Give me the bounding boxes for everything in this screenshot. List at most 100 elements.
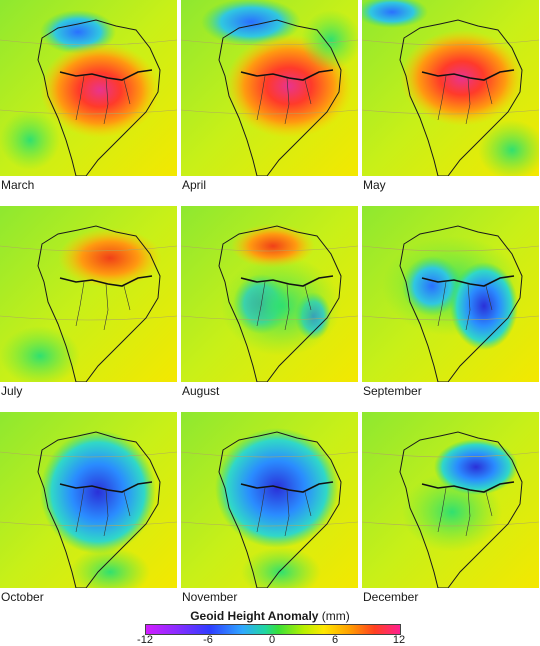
graticule-line bbox=[362, 245, 539, 252]
graticule-line bbox=[0, 245, 177, 252]
south-america-outline bbox=[399, 225, 523, 382]
graticule-line bbox=[181, 39, 358, 46]
river-tributary bbox=[123, 491, 131, 517]
anomaly-region bbox=[70, 547, 150, 588]
river-tributary bbox=[485, 491, 493, 517]
map-panel: July bbox=[0, 206, 177, 402]
river-tributary bbox=[256, 75, 266, 121]
graticule-line bbox=[0, 315, 177, 321]
geoid-anomaly-map bbox=[181, 412, 358, 588]
anomaly-region bbox=[201, 0, 301, 46]
anomaly-region bbox=[40, 430, 156, 554]
anomaly-region bbox=[434, 439, 518, 495]
river-tributary bbox=[256, 487, 266, 533]
river-tributary bbox=[304, 79, 312, 105]
map-month-label: October bbox=[1, 590, 44, 604]
south-america-outline bbox=[37, 225, 161, 382]
map-panel: May bbox=[362, 0, 539, 196]
map-month-label: September bbox=[363, 384, 422, 398]
map-month-label: May bbox=[363, 178, 386, 192]
river-tributary bbox=[284, 283, 290, 331]
river-tributary bbox=[103, 283, 109, 331]
amazon-river bbox=[59, 69, 153, 81]
legend-title-text: Geoid Height Anomaly bbox=[190, 609, 319, 623]
graticule-line bbox=[181, 451, 358, 458]
legend-tick-neg6: -6 bbox=[203, 634, 213, 646]
graticule-line bbox=[362, 521, 539, 527]
south-america-outline bbox=[399, 19, 523, 176]
legend-title: Geoid Height Anomaly (mm) bbox=[130, 609, 410, 623]
anomaly-region bbox=[400, 30, 524, 126]
river-tributary bbox=[123, 79, 131, 105]
map-panel: December bbox=[362, 412, 539, 608]
graticule-line bbox=[181, 521, 358, 527]
anomaly-region bbox=[301, 10, 358, 70]
river-tributary bbox=[284, 489, 290, 537]
amazon-river bbox=[240, 69, 334, 81]
geoid-anomaly-map bbox=[181, 0, 358, 176]
amazon-river bbox=[59, 481, 153, 493]
legend-tick-max: 12 bbox=[392, 634, 406, 646]
geoid-anomaly-map bbox=[0, 0, 177, 176]
map-panel: September bbox=[362, 206, 539, 402]
map-panel: October bbox=[0, 412, 177, 608]
river-tributary bbox=[437, 281, 447, 327]
south-america-outline bbox=[37, 431, 161, 588]
graticule-line bbox=[181, 109, 358, 115]
river-tributary bbox=[465, 77, 471, 125]
legend-tick-pos6: 6 bbox=[331, 634, 339, 646]
geoid-anomaly-map bbox=[0, 412, 177, 588]
map-panel: March bbox=[0, 0, 177, 196]
amazon-river bbox=[240, 275, 334, 287]
geoid-anomaly-map bbox=[181, 206, 358, 382]
river-tributary bbox=[75, 487, 85, 533]
geoid-anomaly-map bbox=[362, 206, 539, 382]
legend-tick-min: -12 bbox=[137, 634, 153, 646]
legend-tick-zero: 0 bbox=[268, 634, 276, 646]
graticule-line bbox=[181, 245, 358, 252]
river-tributary bbox=[103, 77, 109, 125]
anomaly-region bbox=[0, 110, 60, 170]
amazon-river bbox=[240, 481, 334, 493]
graticule-line bbox=[362, 109, 539, 115]
anomaly-region bbox=[215, 428, 339, 548]
anomaly-region bbox=[450, 262, 518, 350]
anomaly-region bbox=[241, 547, 321, 588]
river-tributary bbox=[465, 489, 471, 537]
anomaly-region bbox=[58, 228, 162, 288]
anomaly-region bbox=[0, 326, 80, 382]
amazon-river bbox=[59, 275, 153, 287]
anomaly-region bbox=[402, 256, 462, 316]
river-tributary bbox=[256, 281, 266, 327]
south-america-outline bbox=[218, 431, 342, 588]
graticule-line bbox=[0, 109, 177, 115]
geoid-anomaly-map bbox=[0, 206, 177, 382]
amazon-river bbox=[421, 275, 515, 287]
graticule-line bbox=[362, 39, 539, 46]
map-month-label: July bbox=[1, 384, 23, 398]
anomaly-region bbox=[362, 0, 428, 28]
river-tributary bbox=[103, 489, 109, 537]
geoid-anomaly-map bbox=[362, 412, 539, 588]
south-america-outline bbox=[37, 19, 161, 176]
anomaly-region bbox=[478, 120, 539, 176]
map-month-label: August bbox=[182, 384, 220, 398]
map-panel: August bbox=[181, 206, 358, 402]
map-month-label: November bbox=[182, 590, 238, 604]
river-tributary bbox=[304, 491, 312, 517]
south-america-outline bbox=[218, 225, 342, 382]
amazon-river bbox=[421, 69, 515, 81]
map-panel: April bbox=[181, 0, 358, 196]
river-tributary bbox=[284, 77, 290, 125]
anomaly-region bbox=[221, 256, 341, 356]
south-america-outline bbox=[399, 431, 523, 588]
graticule-line bbox=[362, 315, 539, 321]
color-scale-bar bbox=[145, 624, 401, 635]
river-tributary bbox=[437, 487, 447, 533]
river-tributary bbox=[485, 79, 493, 105]
map-month-label: April bbox=[182, 178, 207, 192]
river-tributary bbox=[485, 285, 493, 311]
map-month-label: December bbox=[363, 590, 419, 604]
map-panel: November bbox=[181, 412, 358, 608]
river-tributary bbox=[304, 285, 312, 311]
